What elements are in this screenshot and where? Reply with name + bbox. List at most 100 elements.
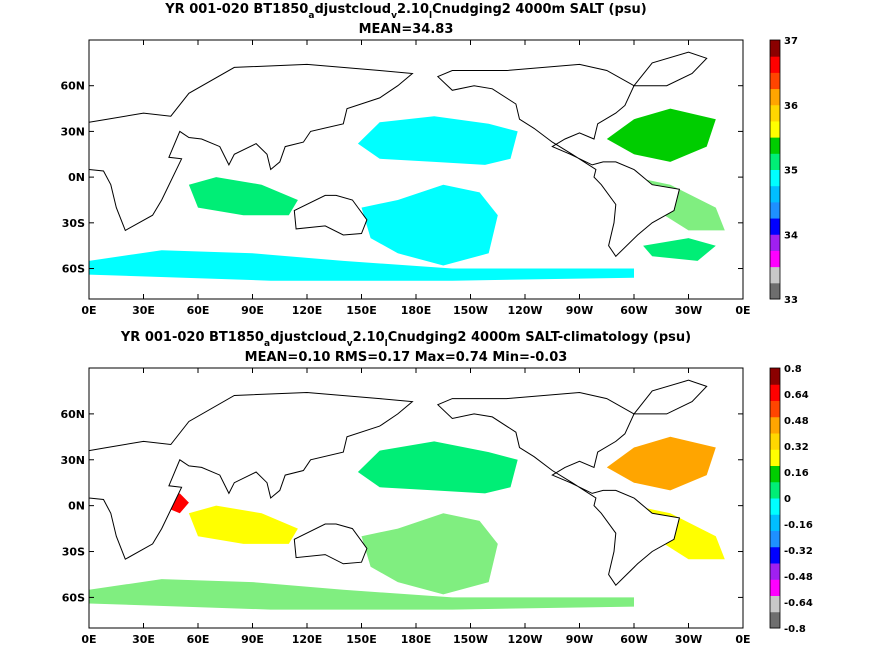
- x-tick-label: 0E: [735, 304, 750, 317]
- colorbar-label: -0.8: [784, 624, 806, 635]
- x-tick-label: 60W: [620, 304, 647, 317]
- panel-title: YR 001-020 BT1850adjustcloudv2.10lCnudgi…: [120, 330, 691, 349]
- y-tick-label: 0N: [68, 500, 85, 513]
- region-south-pacific: [361, 513, 498, 595]
- y-tick-label: 60N: [60, 408, 85, 421]
- colorbar-swatch: [770, 88, 780, 106]
- x-tick-label: 90W: [566, 304, 593, 317]
- colorbar-label: -0.48: [784, 572, 813, 583]
- x-tick-label: 180E: [401, 304, 431, 317]
- title-part: a: [308, 11, 314, 21]
- colorbar-swatch: [770, 153, 780, 170]
- colorbar-swatch: [770, 137, 780, 154]
- colorbar-label: 33: [784, 295, 798, 306]
- region-south-atlantic: [643, 238, 716, 261]
- colorbar-swatch: [770, 250, 780, 268]
- region-north-pacific: [357, 116, 518, 165]
- colorbar-label: 36: [784, 101, 798, 112]
- title-part: YR 001-020 BT1850: [164, 2, 308, 17]
- colorbar: 33 34 35 36 37: [769, 36, 798, 306]
- title-part: a: [264, 339, 270, 349]
- y-tick-label: 30N: [60, 454, 85, 467]
- panel-subtitle: MEAN=34.83: [359, 22, 454, 37]
- colorbar-label: -0.64: [784, 598, 813, 609]
- title-part: 2.10: [397, 2, 429, 17]
- colorbar-frame: [769, 367, 781, 629]
- x-tick-label: 0E: [81, 304, 96, 317]
- colorbar-swatch: [770, 498, 780, 515]
- title-part: l: [385, 339, 388, 349]
- colorbar: -0.8 -0.64 -0.48 -0.32 -0.16 0 0.16 0.32 0.48 0.6…: [769, 364, 813, 635]
- colorbar-swatch: [770, 234, 780, 251]
- colorbar-swatch: [770, 433, 780, 450]
- colorbar-swatch: [770, 282, 780, 300]
- colorbar-swatch: [770, 368, 780, 385]
- colorbar-label: 0.64: [784, 390, 809, 401]
- colorbar-swatch: [770, 611, 780, 629]
- title-part: 2.10: [353, 330, 385, 345]
- title-part: Cnudging2 4000m SALT (psu): [432, 2, 647, 17]
- map-area: [89, 368, 743, 628]
- colorbar-swatch: [770, 218, 780, 235]
- x-tick-label: 30W: [675, 633, 702, 646]
- x-tick-label: 150W: [453, 304, 488, 317]
- colorbar-label: 0.8: [784, 364, 802, 375]
- region-south-pacific: [361, 184, 498, 266]
- x-tick-label: 60E: [187, 304, 210, 317]
- colorbar-swatch: [770, 416, 780, 434]
- colorbar-swatch: [770, 481, 780, 499]
- colorbar-swatch: [770, 546, 780, 564]
- x-tick-label: 150E: [346, 633, 376, 646]
- x-tick-label: 120E: [292, 304, 322, 317]
- x-tick-label: 0E: [81, 633, 96, 646]
- y-tick-label: 30N: [60, 125, 85, 138]
- colorbar-swatch: [770, 400, 780, 418]
- colorbar-swatch: [770, 185, 780, 203]
- x-tick-label: 150W: [453, 633, 488, 646]
- x-tick-label: 180E: [401, 633, 431, 646]
- region-indian-ocean: [188, 505, 298, 544]
- coastline: [632, 51, 708, 87]
- x-tick-label: 120W: [507, 633, 542, 646]
- colorbar-swatch: [770, 169, 780, 187]
- panel-subtitle: MEAN=0.10 RMS=0.17 Max=0.74 Min=-0.03: [245, 350, 568, 365]
- colorbar-swatch: [770, 465, 780, 483]
- panel-2: YR 001-020 BT1850adjustcloudv2.10lCnudgi…: [60, 330, 812, 646]
- title-part: YR 001-020 BT1850: [120, 330, 264, 345]
- panel-title: YR 001-020 BT1850adjustcloudv2.10lCnudgi…: [164, 2, 647, 21]
- region-southern-ocean: [89, 579, 634, 610]
- title-part: djustcloud: [314, 2, 391, 17]
- colorbar-swatch: [770, 563, 780, 580]
- region-north-atlantic: [606, 108, 716, 162]
- title-part: l: [429, 11, 432, 21]
- colorbar-label: 34: [784, 230, 798, 241]
- colorbar-swatch: [770, 266, 780, 284]
- region-north-atlantic: [606, 436, 716, 491]
- x-tick-label: 90W: [566, 633, 593, 646]
- colorbar-label: 0.48: [784, 416, 809, 427]
- colorbar-swatch: [770, 449, 780, 466]
- coastline: [293, 194, 368, 236]
- colorbar-label: 0.16: [784, 468, 809, 479]
- title-part: Cnudging2 4000m SALT-climatology (psu): [388, 330, 691, 345]
- x-tick-label: 120E: [292, 633, 322, 646]
- colorbar-swatch: [770, 120, 780, 138]
- coastline: [89, 63, 414, 232]
- x-tick-label: 150E: [346, 304, 376, 317]
- coastline: [436, 391, 681, 586]
- colorbar-swatch: [770, 514, 780, 531]
- title-part: v: [347, 339, 353, 349]
- colorbar-swatch: [770, 595, 780, 613]
- colorbar-swatch: [770, 579, 780, 596]
- y-tick-label: 30S: [62, 217, 85, 230]
- panel-1: YR 001-020 BT1850adjustcloudv2.10lCnudgi…: [60, 2, 797, 317]
- x-tick-label: 60W: [620, 633, 647, 646]
- y-tick-label: 0N: [68, 171, 85, 184]
- colorbar-swatch: [770, 104, 780, 122]
- x-tick-label: 30W: [675, 304, 702, 317]
- colorbar-label: 0: [784, 494, 791, 505]
- map-area: [89, 40, 743, 299]
- x-tick-label: 30E: [132, 304, 155, 317]
- colorbar-swatch: [770, 384, 780, 401]
